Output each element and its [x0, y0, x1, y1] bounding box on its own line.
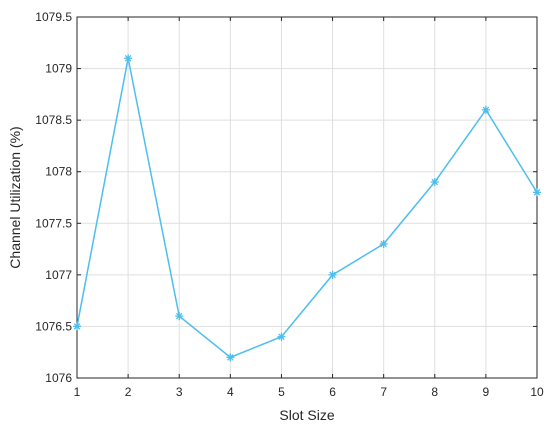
- x-tick-label: 10: [530, 385, 544, 399]
- data-point: [379, 239, 388, 248]
- plot-frame: [76, 16, 538, 379]
- x-tick-label: 5: [278, 385, 285, 399]
- data-point: [124, 54, 133, 63]
- data-point: [481, 105, 490, 114]
- y-axis-label: Channel Utilization (%): [7, 126, 23, 268]
- x-tick-label: 3: [176, 385, 183, 399]
- data-point: [328, 270, 337, 279]
- x-tick-label: 8: [431, 385, 438, 399]
- y-tick-label: 1078.5: [35, 113, 72, 127]
- y-tick-label: 1076: [45, 371, 72, 385]
- y-tick-label: 1079: [45, 62, 72, 76]
- axis-ticks: 1 2 3 4 5 6 7 8 9 10 1076 1076.5 1077 1077.5 1078 1078.…: [35, 10, 544, 399]
- series-line: [76, 58, 538, 359]
- y-tick-label: 1077: [45, 268, 72, 282]
- y-tick-label: 1076.5: [35, 319, 72, 333]
- data-point: [430, 178, 439, 187]
- x-tick-label: 4: [227, 385, 234, 399]
- data-point: [533, 188, 541, 197]
- x-tick-label: 1: [74, 385, 81, 399]
- data-point: [175, 312, 184, 321]
- x-axis-label: Slot Size: [279, 407, 334, 423]
- series-group: [73, 54, 541, 362]
- y-tick-label: 1077.5: [35, 216, 72, 230]
- x-tick-label: 6: [329, 385, 336, 399]
- x-tick-label: 7: [380, 385, 387, 399]
- y-tick-label: 1079.5: [35, 10, 72, 24]
- x-tick-label: 2: [125, 385, 132, 399]
- y-tick-label: 1078: [45, 165, 72, 179]
- data-point: [73, 322, 81, 331]
- data-point: [277, 332, 286, 341]
- data-point: [226, 353, 235, 362]
- x-tick-label: 9: [483, 385, 490, 399]
